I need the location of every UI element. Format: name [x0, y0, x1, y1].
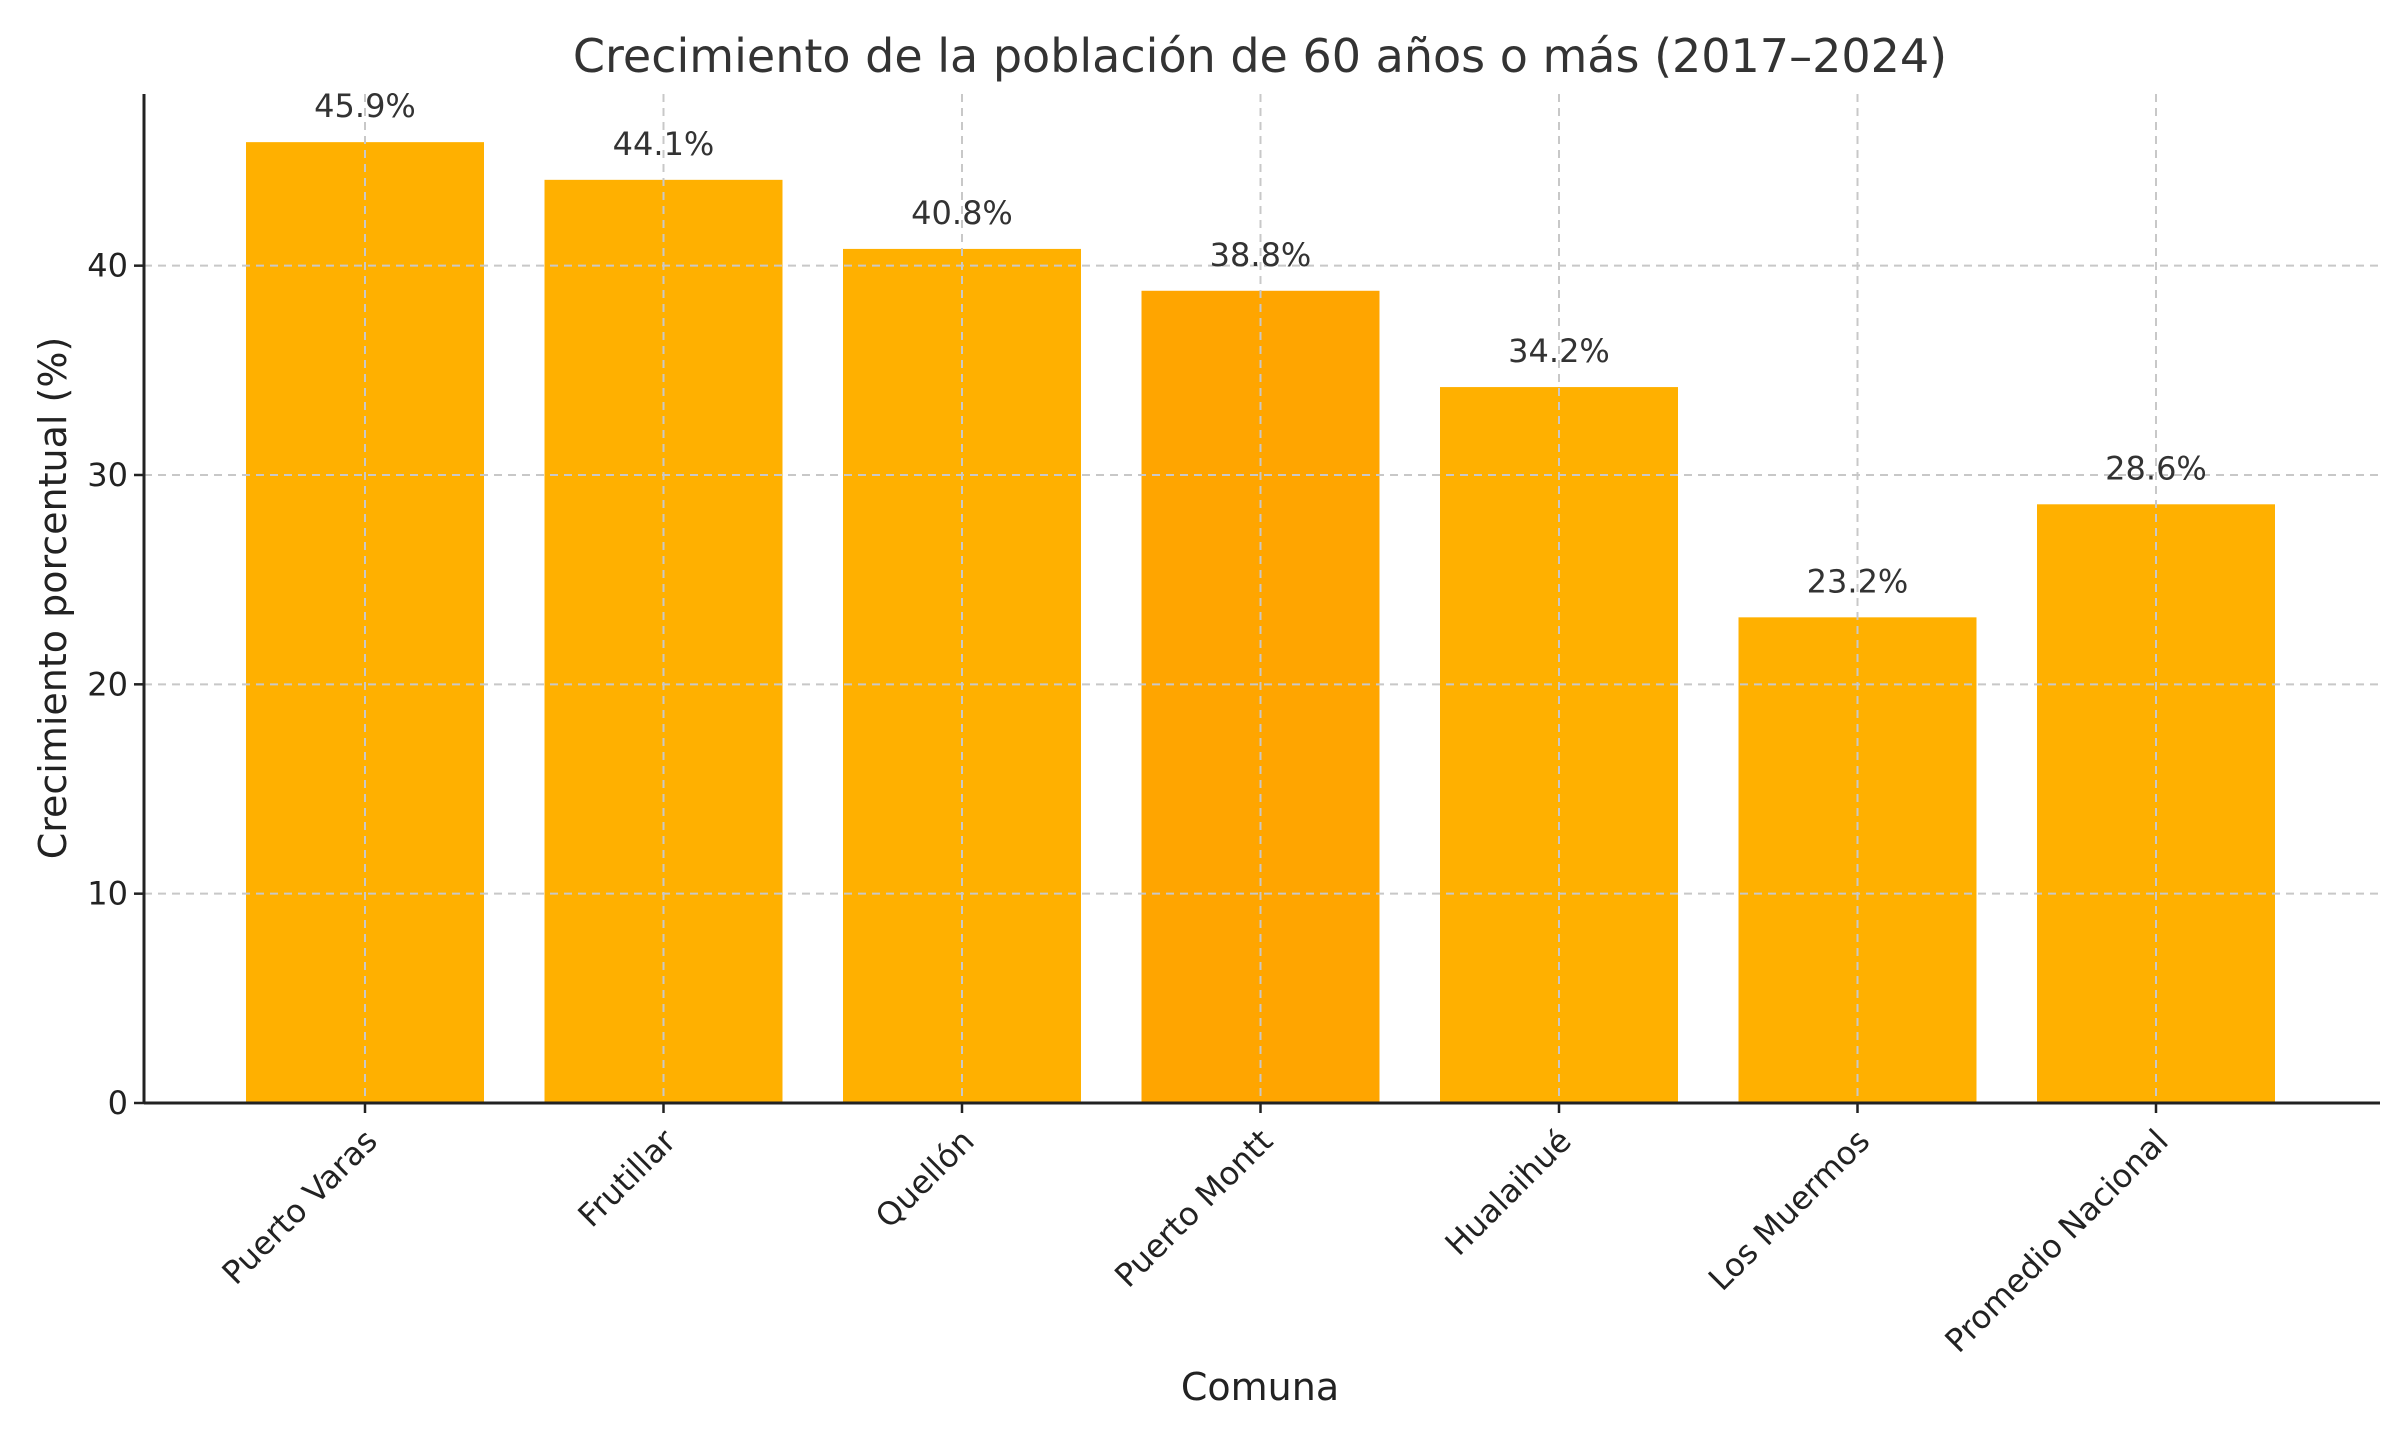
y-axis-label: Crecimiento porcentual (%) [31, 337, 75, 860]
bar-value-label: 40.8% [911, 194, 1013, 232]
bar-value-label: 34.2% [1508, 332, 1610, 370]
bar-value-label: 44.1% [613, 125, 715, 163]
axes [142, 94, 2380, 1105]
x-tick-label: Los Muermos [1701, 1122, 1877, 1298]
x-axis-label: Comuna [1181, 1365, 1339, 1409]
bar [2037, 504, 2275, 1103]
x-tick-label: Promedio Nacional [1937, 1122, 2175, 1360]
bar [246, 142, 484, 1103]
bar-value-label: 23.2% [1807, 562, 1909, 600]
x-axis-ticks: Puerto Varas Frutillar Quellón Puerto Montt… [215, 1103, 2176, 1360]
bar-value-label: 38.8% [1210, 236, 1312, 274]
y-tick-label: 0 [108, 1084, 128, 1122]
y-tick-label: 10 [87, 875, 128, 913]
chart-title: Crecimiento de la población de 60 años o… [573, 29, 1947, 83]
x-tick-label: Puerto Varas [215, 1122, 385, 1292]
y-tick-label: 40 [87, 247, 128, 285]
bar-value-label: 45.9% [314, 87, 416, 125]
bar-value-label: 28.6% [2105, 449, 2207, 487]
x-tick-label: Frutillar [570, 1121, 683, 1234]
bars [246, 142, 2275, 1104]
data-labels: 45.9% 44.1% 40.8% 38.8% 34.2% 23.2% 28.6% [314, 87, 2207, 600]
y-tick-label: 30 [87, 456, 128, 494]
grid-lines [144, 94, 2380, 1103]
x-tick-label: Quellón [868, 1122, 982, 1236]
y-axis-ticks: 0 10 20 30 40 [87, 247, 144, 1122]
x-tick-label: Puerto Montt [1107, 1122, 1280, 1295]
bar [1738, 617, 1977, 1103]
y-tick-label: 20 [87, 665, 128, 703]
x-tick-label: Hualaihué [1438, 1122, 1579, 1263]
